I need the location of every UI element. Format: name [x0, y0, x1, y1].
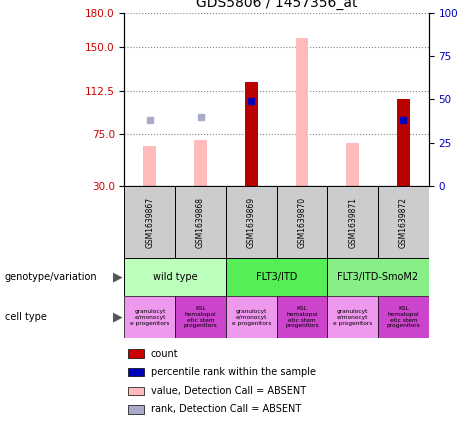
Bar	[378, 296, 429, 338]
Text: GSM1639867: GSM1639867	[145, 197, 154, 247]
Text: genotype/variation: genotype/variation	[5, 272, 97, 282]
Text: GSM1639870: GSM1639870	[297, 197, 307, 247]
Bar	[277, 186, 327, 258]
Text: count: count	[150, 349, 178, 359]
Bar	[175, 296, 226, 338]
Bar	[226, 258, 327, 296]
Text: rank, Detection Call = ABSENT: rank, Detection Call = ABSENT	[150, 404, 301, 415]
Bar	[327, 296, 378, 338]
Text: cell type: cell type	[5, 312, 47, 322]
Text: KSL
hematopoi
etic stem
progenitors: KSL hematopoi etic stem progenitors	[386, 306, 420, 328]
Bar	[128, 387, 144, 395]
Bar	[194, 140, 207, 186]
Bar	[245, 82, 258, 186]
Text: GSM1639868: GSM1639868	[196, 197, 205, 247]
Text: GSM1639871: GSM1639871	[348, 197, 357, 247]
Bar	[296, 38, 308, 186]
Bar	[327, 258, 429, 296]
Title: GDS5806 / 1457356_at: GDS5806 / 1457356_at	[196, 0, 357, 10]
Bar	[124, 258, 226, 296]
Text: ▶: ▶	[112, 271, 122, 283]
Text: GSM1639872: GSM1639872	[399, 197, 408, 247]
Text: FLT3/ITD: FLT3/ITD	[256, 272, 297, 282]
Bar	[143, 146, 156, 186]
Bar	[397, 99, 410, 186]
Bar	[346, 143, 359, 186]
Bar	[124, 296, 175, 338]
Bar	[128, 349, 144, 358]
Bar	[175, 186, 226, 258]
Text: granulocyt
e/monocyt
e progenitors: granulocyt e/monocyt e progenitors	[231, 309, 271, 326]
Text: KSL
hematopoi
etic stem
progenitors: KSL hematopoi etic stem progenitors	[183, 306, 218, 328]
Text: GSM1639869: GSM1639869	[247, 197, 256, 247]
Bar	[226, 296, 277, 338]
Text: granulocyt
e/monocyt
e progenitors: granulocyt e/monocyt e progenitors	[130, 309, 170, 326]
Text: granulocyt
e/monocyt
e progenitors: granulocyt e/monocyt e progenitors	[333, 309, 372, 326]
Text: percentile rank within the sample: percentile rank within the sample	[150, 367, 315, 377]
Bar	[378, 186, 429, 258]
Bar	[128, 405, 144, 414]
Bar	[124, 186, 175, 258]
Text: KSL
hematopoi
etic stem
progenitors: KSL hematopoi etic stem progenitors	[285, 306, 319, 328]
Bar	[277, 296, 327, 338]
Text: wild type: wild type	[153, 272, 197, 282]
Bar	[226, 186, 277, 258]
Text: FLT3/ITD-SmoM2: FLT3/ITD-SmoM2	[337, 272, 419, 282]
Bar	[327, 186, 378, 258]
Text: value, Detection Call = ABSENT: value, Detection Call = ABSENT	[150, 386, 306, 396]
Bar	[128, 368, 144, 376]
Text: ▶: ▶	[112, 311, 122, 324]
